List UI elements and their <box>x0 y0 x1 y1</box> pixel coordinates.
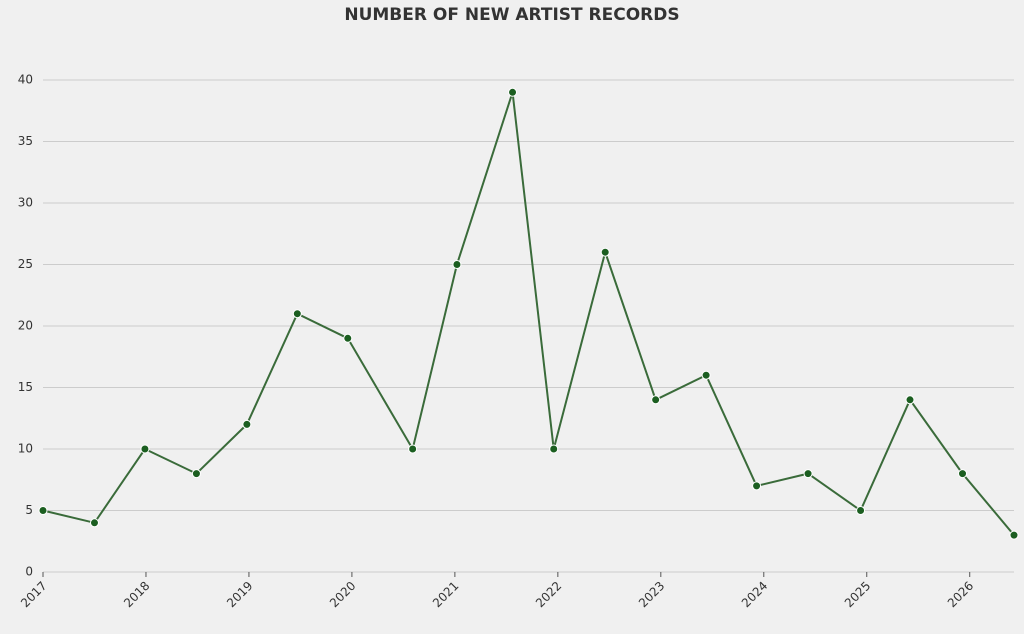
data-point <box>191 469 201 479</box>
y-tick-label: 40 <box>18 73 33 87</box>
y-tick-label: 20 <box>18 319 33 333</box>
data-point <box>452 260 462 269</box>
data-point <box>140 444 150 454</box>
chart-title: NUMBER OF NEW ARTIST RECORDS <box>344 5 679 25</box>
data-point <box>343 333 353 343</box>
data-point <box>905 395 915 405</box>
data-point <box>408 444 418 454</box>
data-point <box>242 419 252 429</box>
data-point <box>1009 530 1019 540</box>
data-point <box>803 469 813 479</box>
data-point <box>958 469 968 479</box>
data-line <box>42 91 1015 536</box>
data-point <box>508 87 518 97</box>
data-point <box>292 309 302 319</box>
y-tick-label: 35 <box>18 134 33 148</box>
data-point <box>651 395 661 405</box>
y-tick-label: 25 <box>18 257 33 271</box>
data-point <box>549 444 559 454</box>
data-point <box>89 518 99 528</box>
y-tick-label: 30 <box>18 196 33 210</box>
y-tick-label: 0 <box>25 565 33 579</box>
data-point <box>600 247 610 257</box>
y-tick-label: 5 <box>25 503 33 517</box>
y-tick-label: 10 <box>18 442 33 456</box>
data-point <box>38 506 48 515</box>
data-point <box>856 506 866 515</box>
data-point <box>701 370 711 380</box>
data-point <box>752 481 762 491</box>
y-tick-label: 15 <box>18 380 33 394</box>
